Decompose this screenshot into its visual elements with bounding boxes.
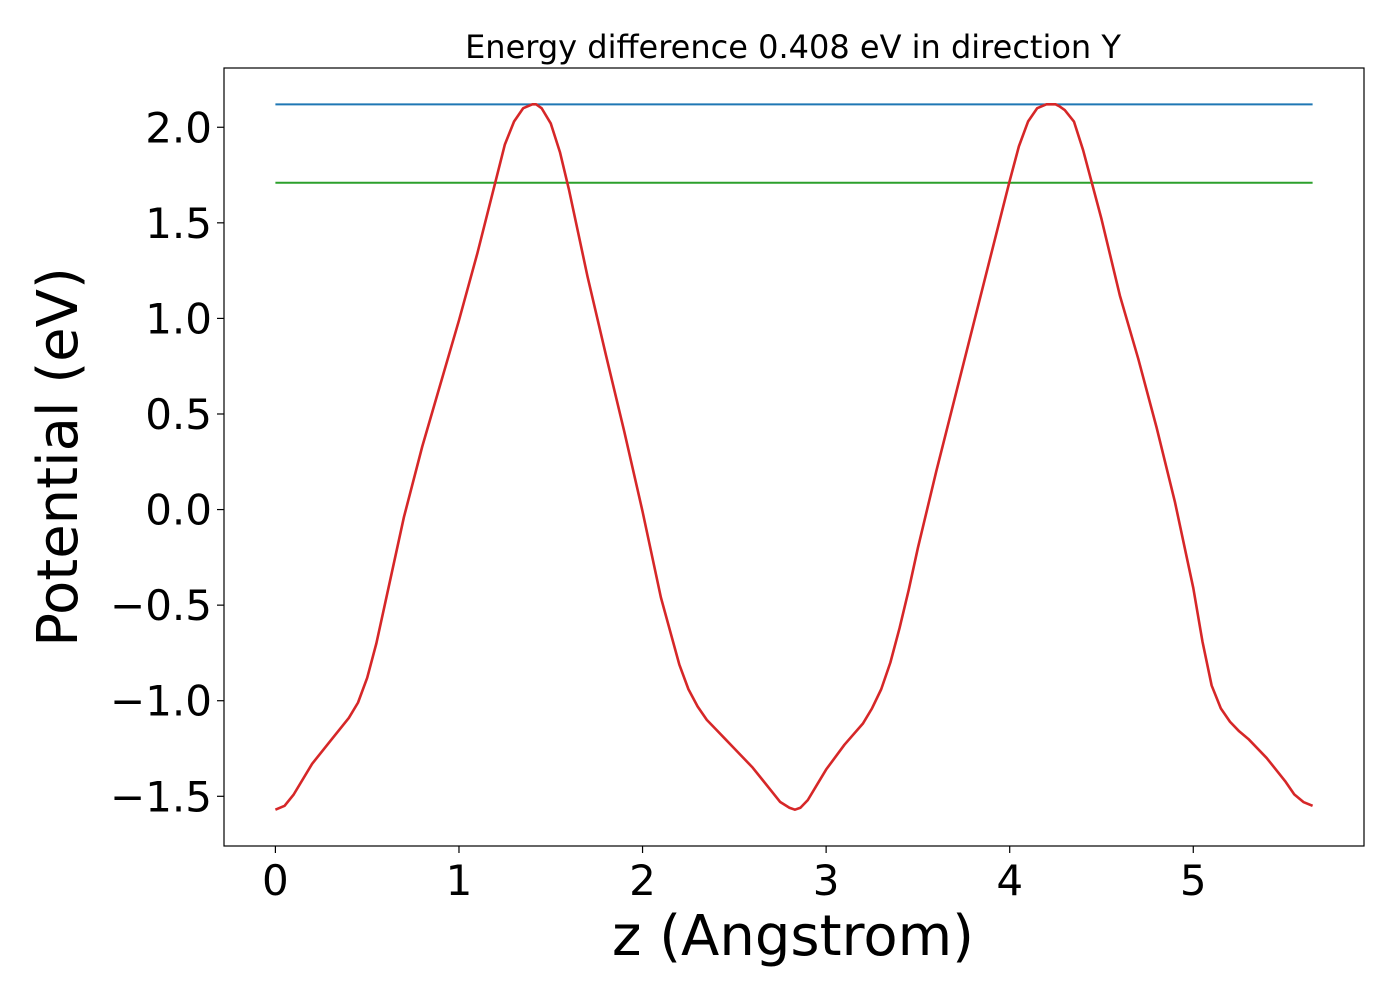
plot-area: 0 1 2 3 4 5 −1.5 −1.0 −0.5 0.0 0.5 1.0 1.5 2.0 xyxy=(110,67,1365,905)
y-tick-label: 0.0 xyxy=(145,486,212,535)
y-tick-label: 2.0 xyxy=(145,103,212,152)
x-tick-label: 4 xyxy=(996,856,1023,905)
x-tick-label: 1 xyxy=(446,856,473,905)
series-line-3 xyxy=(274,103,1314,811)
x-tick-label: 2 xyxy=(629,856,656,905)
x-tick-label: 5 xyxy=(1180,856,1207,905)
x-axis-label: z (Angstrom) xyxy=(612,904,974,969)
y-tick-label: −1.0 xyxy=(110,677,212,726)
chart-title: Energy difference 0.408 eV in direction … xyxy=(465,28,1121,66)
x-tick-label: 0 xyxy=(262,856,289,905)
y-tick-label: 1.5 xyxy=(145,199,212,248)
axes-frame xyxy=(223,67,1365,847)
y-tick-label: 1.0 xyxy=(145,294,212,343)
y-tick-label: 0.5 xyxy=(145,390,212,439)
y-axis-label: Potential (eV) xyxy=(26,267,91,647)
y-tick-label: −1.5 xyxy=(110,772,212,821)
y-tick-label: −0.5 xyxy=(110,581,212,630)
x-tick-label: 3 xyxy=(813,856,840,905)
